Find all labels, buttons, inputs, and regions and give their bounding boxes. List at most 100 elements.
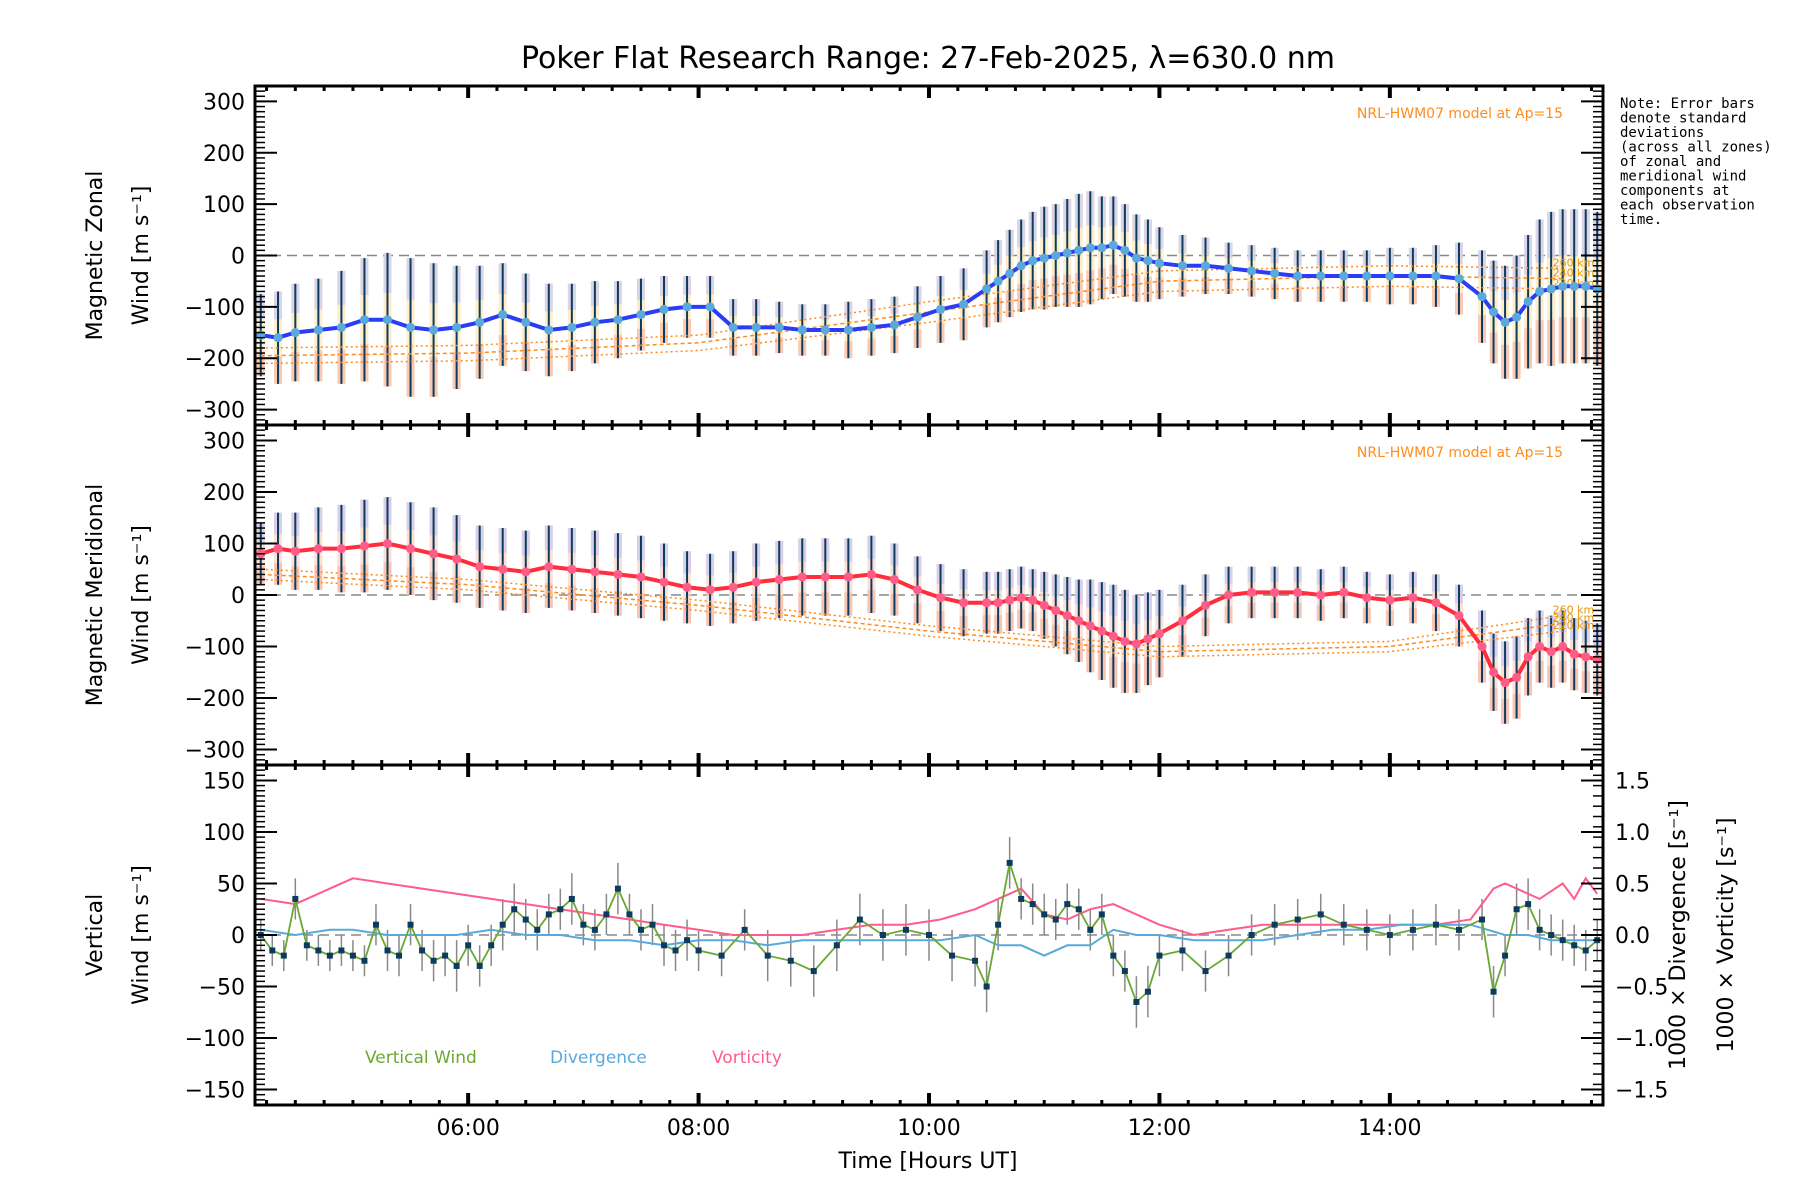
mean-wind-marker <box>1177 261 1187 271</box>
mean-wind-marker <box>1431 271 1441 281</box>
vertical-wind-marker <box>419 947 426 954</box>
mean-wind-marker <box>1097 243 1107 253</box>
vertical-wind-marker <box>926 932 932 938</box>
divergence-line <box>260 923 1598 957</box>
mean-wind-marker <box>1131 253 1141 263</box>
mean-wind-marker <box>866 569 876 579</box>
mean-wind-marker <box>406 322 416 332</box>
vertical-wind-marker <box>1029 901 1036 908</box>
mean-wind-marker <box>1512 312 1522 322</box>
mean-wind-marker <box>613 315 623 325</box>
mean-wind-marker <box>1569 281 1579 291</box>
vertical-wind-marker <box>637 926 644 933</box>
y-tick-label: −100 <box>185 1027 245 1052</box>
mean-wind-marker <box>452 554 462 564</box>
mean-wind-marker <box>1085 621 1095 631</box>
mean-wind-marker <box>1270 587 1280 597</box>
vertical-wind-marker <box>372 921 379 928</box>
chart-title: Poker Flat Research Range: 27-Feb-2025, … <box>521 41 1335 76</box>
vertical-wind-marker <box>1525 901 1532 908</box>
mean-wind-marker <box>359 315 369 325</box>
x-tick-label: 08:00 <box>667 1116 730 1141</box>
note-line: meridional wind <box>1620 169 1746 185</box>
y-tick-label: 100 <box>203 532 245 557</box>
vertical-wind-marker <box>568 895 575 902</box>
mean-wind-marker <box>452 322 462 332</box>
vertical-wind-marker <box>488 942 495 949</box>
mean-wind-marker <box>1143 256 1153 266</box>
note-line: deviations <box>1620 125 1704 141</box>
mean-wind-marker <box>1339 271 1349 281</box>
mean-wind-marker <box>1016 261 1026 271</box>
mean-wind-marker <box>590 567 600 577</box>
mean-wind-marker <box>521 567 531 577</box>
mean-wind-marker <box>1201 261 1211 271</box>
y-tick-label: 200 <box>203 481 245 506</box>
mean-wind-marker <box>1362 593 1372 603</box>
vertical-wind-marker <box>361 957 368 964</box>
mean-wind-marker <box>1085 243 1095 253</box>
mean-wind-marker <box>1385 271 1395 281</box>
y-tick-label: 100 <box>203 193 245 218</box>
vertical-wind-marker <box>1490 988 1497 995</box>
vertical-wind-marker <box>1582 947 1589 954</box>
mean-wind-marker <box>936 304 946 314</box>
mean-wind-marker <box>1500 317 1510 327</box>
mean-wind-marker <box>1581 652 1591 662</box>
mean-wind-marker <box>1120 636 1130 646</box>
y-axis-label-unit-meridional: Wind [m s⁻¹] <box>129 525 154 665</box>
vertical-wind-marker <box>661 942 668 949</box>
vertical-wind-marker <box>1271 921 1278 928</box>
legend-item-divergence: Divergence <box>550 1048 647 1068</box>
mean-wind-marker <box>544 325 554 335</box>
mean-wind-marker <box>1546 284 1556 294</box>
panel-vertical: Vertical Wind Divergence Vorticity 1.5 1.0 0.… <box>83 763 1739 1107</box>
mean-wind-marker <box>1108 240 1118 250</box>
mean-wind-marker <box>682 302 692 312</box>
vertical-wind-marker <box>407 921 414 928</box>
vertical-wind-marker <box>902 926 909 933</box>
right-y-tick-label: 0.5 <box>1615 872 1650 897</box>
model-altitude-label: 220 km <box>1553 619 1595 632</box>
y-tick-label: 0 <box>231 924 245 949</box>
vorticity-line <box>260 876 1599 937</box>
y-axis-label-unit-zonal: Wind [m s⁻¹] <box>129 186 154 326</box>
vertical-wind-marker <box>983 983 990 990</box>
vertical-wind-marker <box>1559 937 1566 944</box>
mean-wind-marker <box>1535 286 1545 296</box>
vertical-wind-marker <box>303 942 310 949</box>
vertical-wind-marker <box>1087 926 1094 933</box>
vertical-wind-marker <box>787 957 794 964</box>
mean-wind-marker <box>774 322 784 332</box>
note-line: each observation <box>1620 198 1755 214</box>
y-tick-label: 50 <box>217 872 245 897</box>
mean-wind-marker <box>936 593 946 603</box>
mean-wind-marker <box>1039 253 1049 263</box>
mean-wind-marker <box>1512 672 1522 682</box>
mean-wind-marker <box>273 333 283 343</box>
vertical-wind-marker <box>326 952 333 959</box>
vertical-wind-marker <box>1455 926 1462 933</box>
mean-wind-marker <box>1477 642 1487 652</box>
vertical-wind-marker <box>338 947 345 954</box>
vertical-wind-marker <box>1064 901 1071 908</box>
vertical-wind-marker <box>442 952 449 959</box>
mean-wind-marker <box>290 328 300 338</box>
mean-wind-marker <box>1247 587 1257 597</box>
y-axis-label-vertical: Vertical <box>83 894 108 976</box>
mean-wind-marker <box>993 276 1003 286</box>
vertical-wind-marker <box>1363 926 1370 933</box>
mean-wind-marker <box>1408 593 1418 603</box>
y-axis-label-unit-vertical: Wind [m s⁻¹] <box>129 865 154 1005</box>
y-tick-label: −150 <box>185 1079 245 1104</box>
vertical-wind-marker <box>1513 906 1520 913</box>
model-line-220-km <box>260 285 1563 365</box>
mean-wind-marker <box>429 549 439 559</box>
vertical-wind-marker <box>1179 947 1186 954</box>
vertical-wind-marker <box>1052 916 1059 923</box>
mean-wind-marker <box>820 572 830 582</box>
vertical-wind-marker <box>626 911 633 918</box>
mean-wind-marker <box>313 544 323 554</box>
mean-wind-marker <box>429 325 439 335</box>
